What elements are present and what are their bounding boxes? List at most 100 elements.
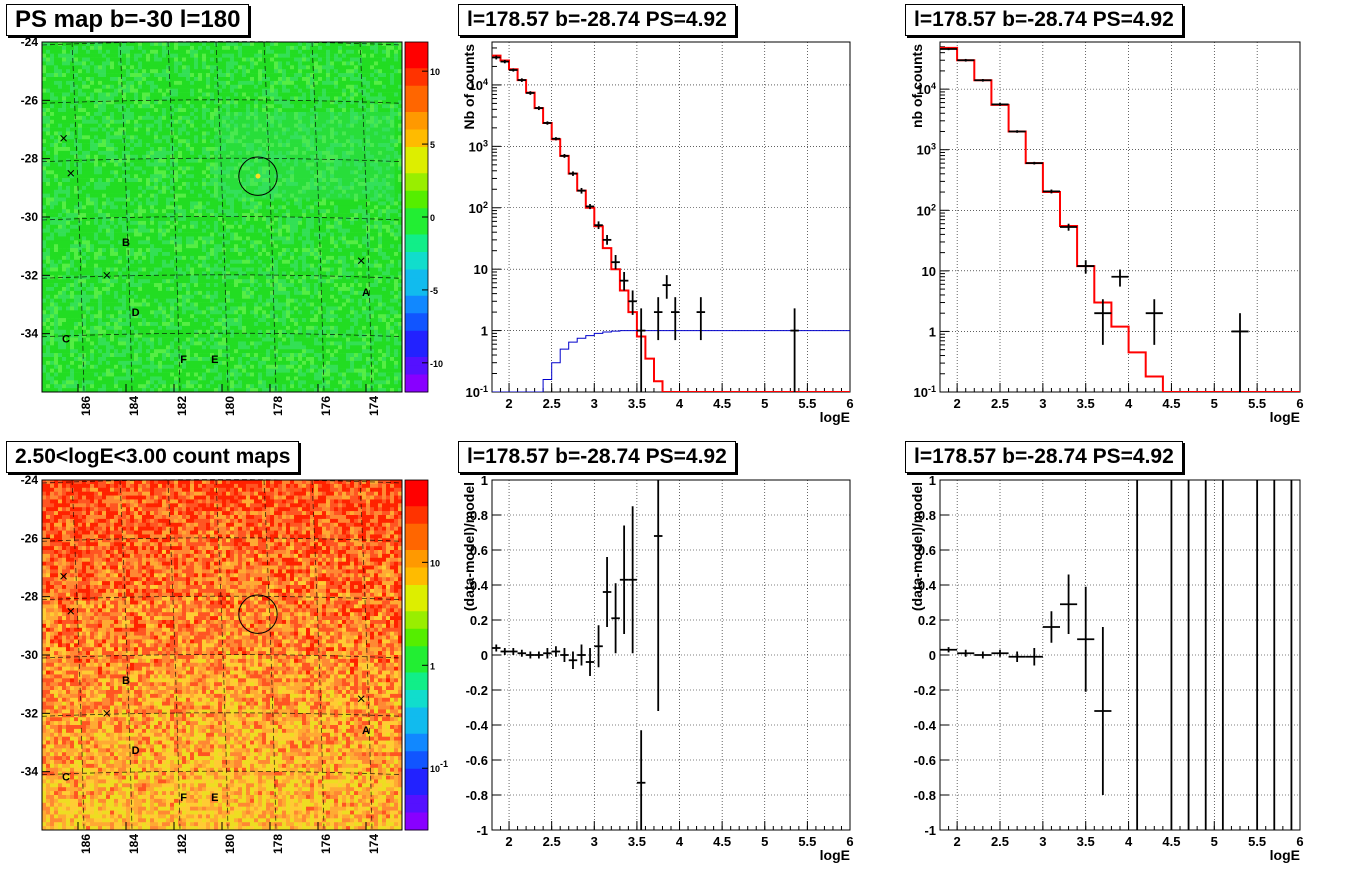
p13-xtick-label: 2.5 [991, 396, 1009, 411]
map1-cross [357, 257, 365, 265]
p22-ytick-label: -1 [476, 823, 488, 838]
p22-xtick-label: 5.5 [798, 834, 816, 849]
map2-xtick-label: 186 [79, 834, 93, 854]
p12-data-point [602, 235, 612, 245]
p22-ytick-label: 0.2 [470, 613, 488, 628]
map2-marker-label: C [62, 771, 70, 783]
p23-data-point [1094, 627, 1112, 795]
map2-cross [60, 572, 67, 580]
p12-data-point [577, 187, 586, 194]
p13-xtick-label: 3.5 [1077, 396, 1095, 411]
p22-data-point [509, 648, 518, 655]
p12-data-point [611, 255, 620, 270]
p12-ytick-label: 10 [474, 262, 488, 277]
p12-data-point [696, 297, 706, 341]
p12-data-point [790, 308, 799, 392]
p12-ytick-label: 10-1 [466, 384, 488, 400]
p22-xtick-label: 6 [846, 834, 853, 849]
p23-data-point [1060, 574, 1078, 634]
p22-data-point [577, 644, 586, 666]
p13-ytick-label: 10-1 [914, 384, 936, 400]
p23-data-point [974, 651, 992, 659]
map1-colorbar [404, 41, 429, 393]
map2-colorbar-label: 1 [430, 661, 435, 671]
p22-data-point [585, 648, 595, 676]
p23-ytick-label: -0.6 [914, 753, 936, 768]
p13-ytick-label: 1 [929, 324, 936, 339]
p23-ytick-label: 1 [929, 473, 936, 488]
p22-data-point [560, 648, 569, 662]
map1-ytick-label: -34 [21, 327, 39, 341]
p13-title: l=178.57 b=-28.74 PS=4.92 [905, 4, 1183, 36]
map2-marker-label: B [122, 675, 130, 687]
p12-background-histogram [492, 330, 850, 392]
p13-data-point [1008, 130, 1026, 133]
p22-data-point [611, 583, 620, 654]
map1-source-circle [238, 156, 278, 196]
p22-data-point [602, 557, 612, 627]
p22-xtick-label: 4.5 [713, 834, 731, 849]
p13-frame [939, 41, 1301, 393]
p22-ylabel: (data-model)/model [461, 482, 477, 611]
p13-xtick-label: 2 [954, 396, 961, 411]
p23-xtick-label: 2.5 [991, 834, 1009, 849]
p22-data-point [594, 625, 603, 668]
p13-ytick-label: 104 [917, 81, 936, 97]
p22-data-point [543, 648, 552, 659]
p23-ytick-label: -1 [924, 823, 936, 838]
map1-marker-label: B [122, 237, 130, 249]
map1-ytick-label: -28 [21, 152, 39, 166]
map2-cross [67, 607, 75, 615]
map1-marker-label: C [62, 333, 70, 345]
map2-xtick-label: 184 [127, 834, 141, 854]
map1-hotspot [255, 173, 261, 179]
p22-data-point [619, 525, 629, 634]
p23-xtick-label: 5.5 [1248, 834, 1266, 849]
p23-ytick-label: -0.2 [914, 683, 936, 698]
p13-ytick-label: 102 [917, 202, 936, 218]
p23-data-point [1042, 611, 1060, 643]
map1-xtick-label: 178 [271, 396, 285, 416]
map2-ytick-label: -32 [21, 706, 39, 720]
map2-ytick-label: -26 [21, 531, 39, 545]
p22-ytick-label: 0.4 [470, 578, 489, 593]
map1-xtick-label: 174 [367, 396, 381, 416]
p13-data-point [940, 47, 958, 51]
p22-data-point [526, 651, 535, 659]
p12-xtick-label: 5 [761, 396, 768, 411]
p23-ytick-label: 0.8 [918, 508, 936, 523]
p12-frame [491, 41, 851, 393]
p12-data-point [653, 297, 663, 341]
p22-ytick-label: 0 [481, 648, 488, 663]
p23-xtick-label: 5 [1211, 834, 1218, 849]
map1-ytick-label: -24 [21, 35, 39, 49]
p13-ylabel: nb of counts [909, 44, 925, 128]
p12-data-point [534, 106, 544, 111]
p13-data-point [1025, 161, 1043, 165]
p22-data-point [517, 649, 527, 657]
map1-ytick-label: -30 [21, 210, 39, 224]
map1-graticule [41, 41, 403, 393]
p13-data-point [957, 58, 975, 62]
map1-colorbar-label: -10 [430, 359, 443, 369]
p23-data-point [940, 647, 958, 653]
p13-data-point [1231, 313, 1249, 392]
map2-xtick-label: 180 [223, 834, 237, 854]
p13-xtick-label: 5 [1211, 396, 1218, 411]
p12-data-point [526, 91, 535, 95]
p12-model-histogram [492, 54, 850, 392]
p23-data-point [991, 649, 1009, 657]
map2-source-circle [238, 594, 278, 634]
p13-xtick-label: 5.5 [1248, 396, 1266, 411]
p12-ytick-label: 102 [469, 200, 488, 216]
map2-graticule [41, 479, 403, 831]
p23-data-point [1077, 586, 1095, 692]
map1-cross [67, 169, 75, 177]
map1-colorbar-label: 10 [430, 67, 440, 77]
p22-xtick-label: 2.5 [543, 834, 561, 849]
p22-xlabel: logE [820, 847, 850, 863]
p12-xtick-label: 4.5 [713, 396, 731, 411]
p23-xtick-label: 3 [1039, 834, 1046, 849]
p12-data-point [585, 204, 595, 210]
